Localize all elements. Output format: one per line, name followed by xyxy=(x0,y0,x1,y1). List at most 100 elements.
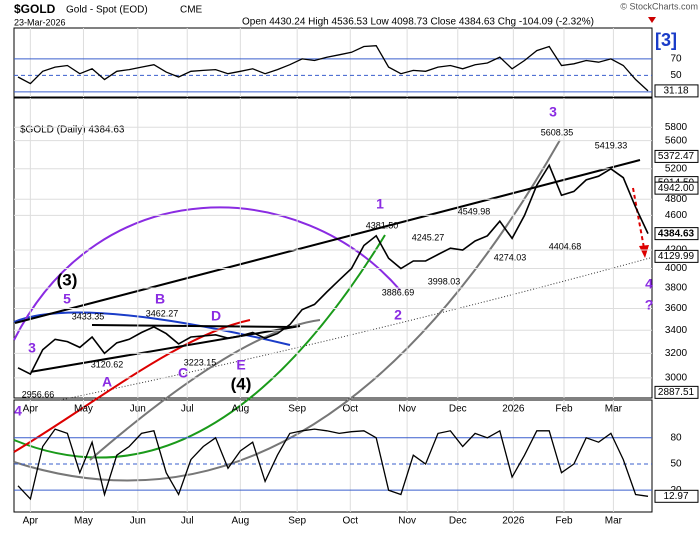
wave-label: (3) xyxy=(57,270,78,289)
wave-label: C xyxy=(178,365,188,381)
x-tick-label: May xyxy=(74,516,93,527)
series-line xyxy=(17,428,649,501)
y-tick-label: 4600 xyxy=(665,210,688,221)
price-annotation: 5608.35 xyxy=(541,127,574,137)
exchange: CME xyxy=(180,5,203,16)
series-line xyxy=(17,45,649,92)
y-tick-label: 50 xyxy=(670,459,682,470)
wave-label: B xyxy=(155,291,165,307)
tag: [3] xyxy=(655,30,677,50)
y-tick-label: 3600 xyxy=(665,303,688,314)
x-tick-label: Dec xyxy=(449,404,467,415)
y-tick-label: 4800 xyxy=(665,194,688,205)
x-tick-label: Nov xyxy=(398,516,416,527)
price-annotation: 3223.15 xyxy=(184,357,217,367)
name: Gold - Spot (EOD) xyxy=(66,5,148,16)
green-arc xyxy=(13,234,386,459)
y-tick-label: 3400 xyxy=(665,325,688,336)
price-marker-label: 4384.63 xyxy=(658,228,695,239)
wave-label: 5 xyxy=(63,291,71,307)
price-annotation: 3462.27 xyxy=(146,308,179,318)
price-annotation: 4404.68 xyxy=(549,241,582,251)
price-marker-label: 4942.00 xyxy=(658,183,695,194)
price-marker-box xyxy=(654,249,699,263)
price-frame xyxy=(13,97,653,399)
x-tick-label: Jun xyxy=(130,404,146,415)
y-tick-label: 5800 xyxy=(665,122,688,133)
x-tick-label: May xyxy=(74,404,93,415)
price-marker-box xyxy=(654,181,699,195)
neckline xyxy=(91,324,293,328)
price-marker-box xyxy=(654,385,699,399)
x-tick-label: Apr xyxy=(23,516,39,527)
price-annotation: 4274.03 xyxy=(494,252,527,262)
price-annotation: 4381.50 xyxy=(366,220,399,230)
credit: © StockCharts.com xyxy=(620,1,698,11)
x-tick-label: Jul xyxy=(181,404,194,415)
y-tick-label: 50 xyxy=(670,70,682,81)
price-marker-label: 2887.51 xyxy=(658,387,695,398)
last-value-label: 31.18 xyxy=(663,86,688,97)
price-marker-label: 4129.99 xyxy=(658,251,695,262)
price-annotation: 4549.98 xyxy=(458,206,491,216)
quote: Open 4430.24 High 4536.53 Low 4098.73 Cl… xyxy=(242,17,594,28)
x-tick-label: Aug xyxy=(231,516,249,527)
wave-label: 3 xyxy=(28,340,36,356)
wave-label: E xyxy=(236,357,245,373)
x-tick-label: Oct xyxy=(343,404,359,415)
y-tick-label: 5200 xyxy=(665,163,688,174)
purple-arc xyxy=(13,206,401,341)
price-annotation: 5419.33 xyxy=(595,140,628,150)
last-value-box xyxy=(654,84,699,98)
y-tick-label: 3200 xyxy=(665,348,688,359)
y-tick-label: 80 xyxy=(670,432,682,443)
wave-label: D xyxy=(211,308,221,324)
y-tick-label: 4000 xyxy=(665,263,688,274)
down-arrow xyxy=(648,17,656,23)
x-tick-label: Apr xyxy=(23,404,39,415)
wave-label: (4) xyxy=(231,374,252,393)
wave-label: 3 xyxy=(549,104,557,120)
y-tick-label: 5600 xyxy=(665,135,688,146)
x-tick-label: Jun xyxy=(130,516,146,527)
x-tick-label: Jul xyxy=(181,516,194,527)
y-tick-label: 3000 xyxy=(665,372,688,383)
price-annotation: 3433.35 xyxy=(72,311,105,321)
price-marker-label: 5372.47 xyxy=(658,151,695,162)
price-marker-box xyxy=(654,149,699,163)
date: 23-Mar-2026 xyxy=(14,17,66,27)
x-tick-label: Mar xyxy=(605,404,623,415)
red-arrow xyxy=(632,187,645,249)
x-tick-label: 2026 xyxy=(502,404,525,415)
blue-arc xyxy=(13,311,291,346)
wave-label: 4 xyxy=(645,276,653,292)
x-tick-label: Oct xyxy=(343,516,359,527)
price-annotation: 4245.27 xyxy=(412,232,445,242)
rsi-frame xyxy=(13,27,653,98)
x-tick-label: Feb xyxy=(555,404,573,415)
wave-label: ? xyxy=(645,297,654,313)
x-tick-label: Feb xyxy=(555,516,573,527)
x-tick-label: Mar xyxy=(605,516,623,527)
x-tick-label: Sep xyxy=(288,404,306,415)
symbol: $GOLD xyxy=(14,2,56,16)
last-value-label: 12.97 xyxy=(663,491,688,502)
x-tick-label: Dec xyxy=(449,516,467,527)
wave-label: 2 xyxy=(394,307,402,323)
x-tick-label: Sep xyxy=(288,516,306,527)
price-annotation: 3998.03 xyxy=(428,276,461,286)
y-tick-label: 70 xyxy=(670,54,682,65)
red-arrowhead xyxy=(639,245,649,258)
wave-label: A xyxy=(102,374,112,390)
price-annotation: 3120.62 xyxy=(91,359,124,369)
x-tick-label: Nov xyxy=(398,404,416,415)
wave-label: 4 xyxy=(14,403,22,419)
x-tick-label: Aug xyxy=(231,404,249,415)
y-tick-label: 3800 xyxy=(665,283,688,294)
wave-label: 1 xyxy=(376,196,384,212)
price-marker-box xyxy=(654,227,699,241)
stoch-frame xyxy=(13,399,653,513)
series-line xyxy=(17,163,649,376)
